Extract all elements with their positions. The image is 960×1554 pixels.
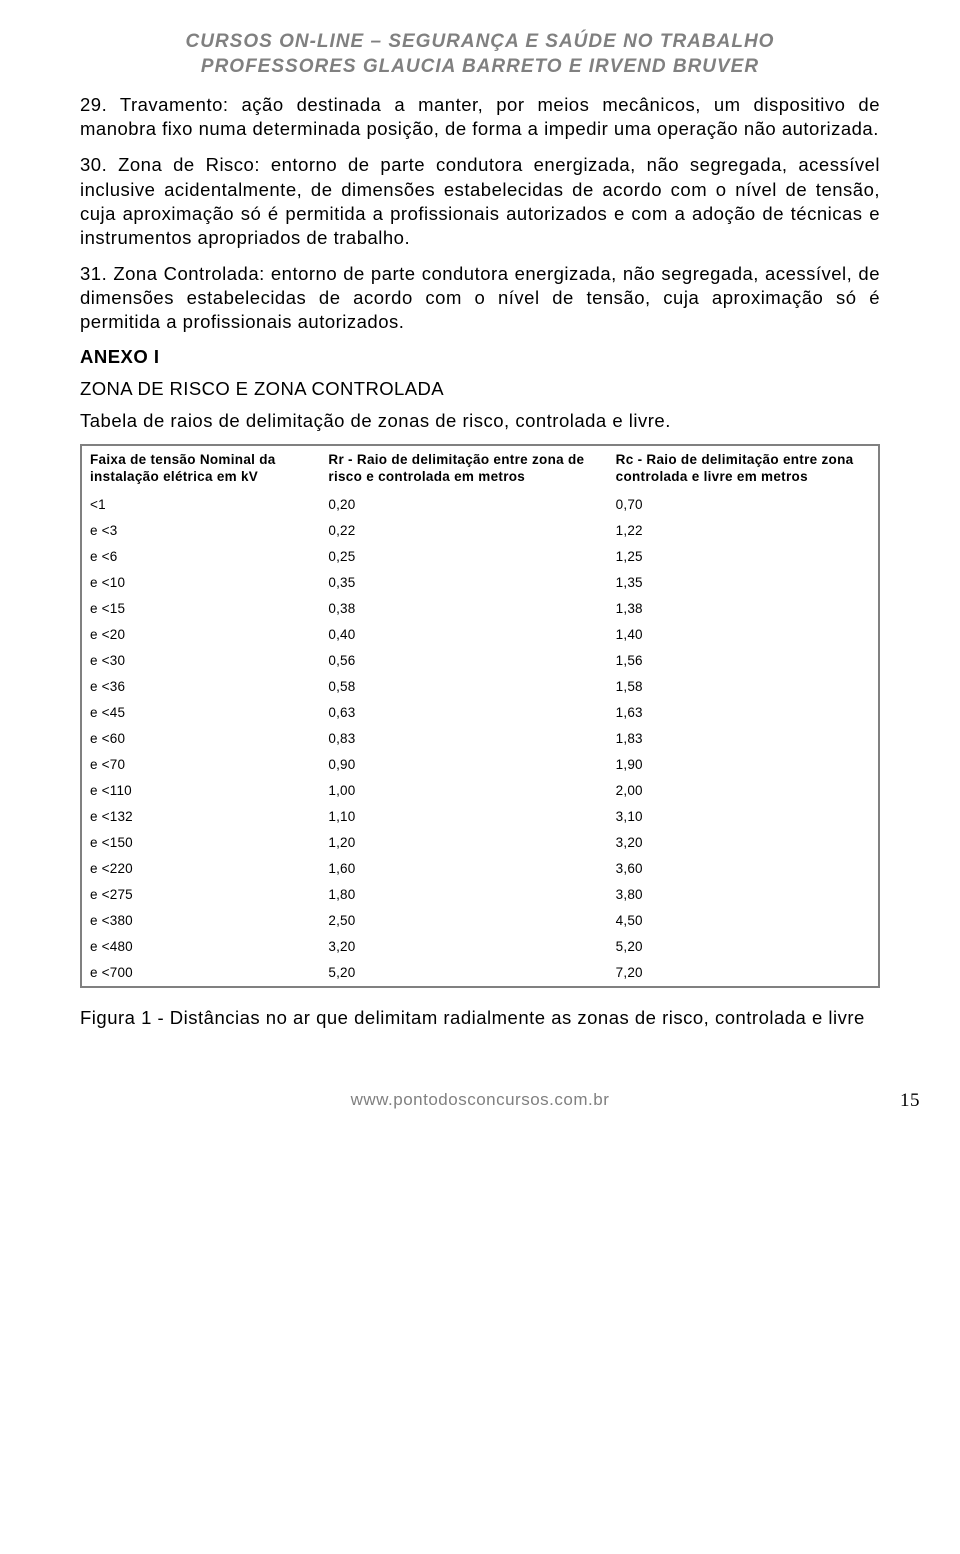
table-cell: 3,20 [320,934,607,960]
table-cell: e <6 [81,544,320,570]
table-row: e <7005,207,20 [81,960,879,987]
table-cell: 5,20 [320,960,607,987]
page-footer: www.pontodosconcursos.com.br 15 [80,1090,880,1110]
paragraph-31: 31. Zona Controlada: entorno de parte co… [80,262,880,334]
footer-url: www.pontodosconcursos.com.br [351,1090,610,1110]
table-cell: 1,22 [608,518,879,544]
table-row: e <150,381,38 [81,596,879,622]
table-cell: 1,56 [608,648,879,674]
table-cell: 1,00 [320,778,607,804]
table-cell: 1,60 [320,856,607,882]
table-cell: 3,60 [608,856,879,882]
table-row: e <700,901,90 [81,752,879,778]
table-row: e <1321,103,10 [81,804,879,830]
table-row: e <100,351,35 [81,570,879,596]
table-cell: 0,58 [320,674,607,700]
paragraph-29: 29. Travamento: ação destinada a manter,… [80,93,880,141]
table-row: e <300,561,56 [81,648,879,674]
anexo-label: ANEXO I [80,346,880,368]
table-row: e <2751,803,80 [81,882,879,908]
table-cell: e <380 [81,908,320,934]
table-cell: 1,38 [608,596,879,622]
table-cell: 0,35 [320,570,607,596]
table-cell: 1,25 [608,544,879,570]
table-cell: 5,20 [608,934,879,960]
table-cell: 0,38 [320,596,607,622]
col-header-0: Faixa de tensão Nominal da instalação el… [81,445,320,492]
zona-title: ZONA DE RISCO E ZONA CONTROLADA [80,378,880,400]
tabela-caption: Tabela de raios de delimitação de zonas … [80,410,880,432]
col-header-1: Rr - Raio de delimitação entre zona de r… [320,445,607,492]
table-cell: 2,00 [608,778,879,804]
paragraph-30: 30. Zona de Risco: entorno de parte cond… [80,153,880,249]
table-cell: 1,40 [608,622,879,648]
table-row: e <3802,504,50 [81,908,879,934]
table-row: e <1101,002,00 [81,778,879,804]
table-cell: e <45 [81,700,320,726]
table-cell: 1,83 [608,726,879,752]
table-cell: 3,10 [608,804,879,830]
table-cell: 1,80 [320,882,607,908]
table-cell: e <10 [81,570,320,596]
table-cell: e <70 [81,752,320,778]
table-row: e <200,401,40 [81,622,879,648]
table-row: e <1501,203,20 [81,830,879,856]
table-cell: 3,20 [608,830,879,856]
table-cell: e <36 [81,674,320,700]
table-cell: 0,25 [320,544,607,570]
table-cell: e <220 [81,856,320,882]
page-number: 15 [900,1090,920,1112]
table-cell: 1,63 [608,700,879,726]
table-cell: e <275 [81,882,320,908]
table-cell: 0,40 [320,622,607,648]
table-row: e <4803,205,20 [81,934,879,960]
table-row: e <30,221,22 [81,518,879,544]
table-cell: 7,20 [608,960,879,987]
table-cell: e <20 [81,622,320,648]
table-row: e <600,831,83 [81,726,879,752]
table-cell: 3,80 [608,882,879,908]
table-cell: 0,63 [320,700,607,726]
table-cell: 0,56 [320,648,607,674]
figura-caption: Figura 1 - Distâncias no ar que delimita… [80,1006,880,1030]
header-line1: CURSOS ON-LINE – SEGURANÇA E SAÚDE NO TR… [80,30,880,55]
header-line2: PROFESSORES GLAUCIA BARRETO E IRVEND BRU… [80,55,880,80]
table-cell: 0,90 [320,752,607,778]
table-cell: e <480 [81,934,320,960]
table-cell: e <700 [81,960,320,987]
table-cell: 0,22 [320,518,607,544]
table-cell: <1 [81,492,320,518]
table-cell: e <30 [81,648,320,674]
table-cell: 0,20 [320,492,607,518]
table-cell: 2,50 [320,908,607,934]
table-cell: 1,90 [608,752,879,778]
table-row: e <60,251,25 [81,544,879,570]
table-cell: 1,35 [608,570,879,596]
table-cell: e <15 [81,596,320,622]
table-cell: 1,20 [320,830,607,856]
col-header-2: Rc - Raio de delimitação entre zona cont… [608,445,879,492]
zones-table: Faixa de tensão Nominal da instalação el… [80,444,880,988]
table-cell: 1,58 [608,674,879,700]
table-cell: 0,83 [320,726,607,752]
table-cell: e <150 [81,830,320,856]
table-cell: e <132 [81,804,320,830]
table-cell: e <60 [81,726,320,752]
table-cell: e <3 [81,518,320,544]
table-cell: 4,50 [608,908,879,934]
table-header-row: Faixa de tensão Nominal da instalação el… [81,445,879,492]
page-header: CURSOS ON-LINE – SEGURANÇA E SAÚDE NO TR… [80,30,880,79]
table-row: e <450,631,63 [81,700,879,726]
table-row: <10,200,70 [81,492,879,518]
table-cell: 0,70 [608,492,879,518]
table-cell: 1,10 [320,804,607,830]
table-row: e <2201,603,60 [81,856,879,882]
table-cell: e <110 [81,778,320,804]
table-row: e <360,581,58 [81,674,879,700]
